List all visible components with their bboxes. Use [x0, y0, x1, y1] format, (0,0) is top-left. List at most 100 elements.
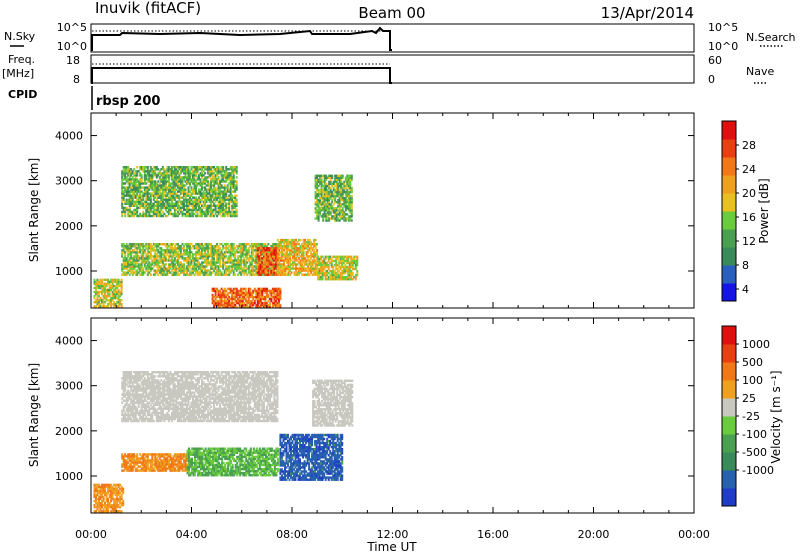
power-cell — [267, 267, 270, 270]
power-cell — [301, 255, 303, 258]
power-cell — [167, 210, 170, 214]
power-cell — [226, 267, 229, 270]
power-cell — [259, 271, 262, 274]
velocity-cell — [113, 497, 116, 501]
velocity-cell — [121, 377, 124, 380]
power-cell — [170, 168, 173, 171]
power-cell — [322, 197, 325, 200]
power-cell — [158, 255, 161, 258]
power-cell — [324, 255, 327, 258]
power-cell — [341, 271, 344, 275]
power-cell — [119, 282, 122, 286]
power-cell — [220, 291, 223, 295]
power-cell — [231, 198, 234, 201]
power-cell — [176, 166, 179, 169]
power-cell — [279, 251, 282, 254]
power-cell — [329, 176, 332, 179]
power-cell — [214, 196, 217, 199]
power-cell — [122, 271, 125, 274]
power-cell — [305, 247, 308, 250]
power-cell — [225, 295, 228, 299]
power-cell — [249, 265, 252, 268]
power-cell — [152, 261, 155, 264]
power-cell — [195, 200, 197, 203]
power-cell — [189, 245, 191, 248]
power-cell — [186, 194, 188, 197]
power-cell — [205, 247, 208, 250]
power-cell — [190, 214, 193, 218]
power-cell — [290, 249, 293, 252]
power-cell — [225, 204, 228, 207]
power-cell — [232, 178, 235, 181]
power-cell — [330, 276, 333, 279]
velocity-cell — [111, 504, 114, 507]
power-cell — [98, 284, 100, 288]
power-cell — [277, 299, 280, 303]
power-cell — [289, 241, 291, 244]
power-cell — [347, 273, 350, 277]
power-cell — [208, 182, 211, 185]
power-cell — [164, 214, 167, 218]
power-cell — [195, 210, 197, 214]
power-cell — [325, 192, 328, 196]
power-cell — [271, 265, 274, 268]
power-cell — [160, 267, 163, 270]
power-cell — [267, 295, 270, 299]
power-cell — [199, 202, 202, 205]
power-cell — [151, 259, 154, 262]
power-cell — [219, 168, 222, 171]
power-cell — [142, 206, 145, 210]
power-cell — [341, 194, 344, 198]
power-cell — [173, 204, 176, 207]
power-cell — [223, 293, 226, 297]
power-cell — [232, 287, 235, 291]
power-cell — [323, 184, 326, 188]
power-cell — [193, 190, 196, 193]
power-cell — [130, 253, 133, 256]
power-cell — [274, 287, 277, 291]
power-cell — [208, 206, 211, 210]
power-cell — [139, 206, 142, 210]
power-cell — [316, 209, 319, 212]
power-cell — [155, 184, 158, 187]
power-cell — [161, 182, 164, 185]
power-cell — [139, 190, 142, 193]
power-cell — [131, 198, 134, 201]
power-cell — [228, 261, 231, 264]
power-cell — [125, 263, 128, 266]
power-cell — [148, 208, 151, 212]
power-cell — [131, 202, 134, 205]
power-cell — [255, 249, 258, 252]
power-cell — [202, 247, 205, 250]
power-cell — [214, 293, 217, 297]
power-cell — [178, 174, 181, 177]
power-cell — [205, 208, 208, 212]
power-cell — [246, 291, 249, 295]
power-cell — [225, 174, 228, 177]
power-cell — [167, 208, 170, 212]
velocity-cell — [124, 379, 127, 382]
power-cell — [241, 245, 244, 248]
velocity-cell — [121, 411, 124, 415]
power-cell — [155, 210, 158, 214]
power-cell — [238, 301, 241, 305]
power-cell — [161, 210, 164, 214]
power-cell — [187, 200, 190, 203]
power-cell — [271, 301, 274, 305]
power-cell — [329, 213, 332, 216]
power-cell — [169, 243, 172, 246]
power-cell — [111, 280, 114, 284]
power-cell — [133, 200, 136, 203]
power-cell — [337, 178, 340, 182]
power-cell — [127, 210, 130, 214]
power-cell — [160, 206, 163, 210]
power-cell — [154, 184, 157, 187]
power-cell — [223, 196, 226, 199]
power-cell — [316, 253, 319, 256]
velocity-cell — [117, 504, 120, 507]
power-cell — [196, 166, 199, 169]
power-cell — [225, 245, 228, 248]
power-cell — [323, 180, 326, 184]
power-cell — [158, 247, 161, 250]
power-cell — [217, 184, 220, 187]
